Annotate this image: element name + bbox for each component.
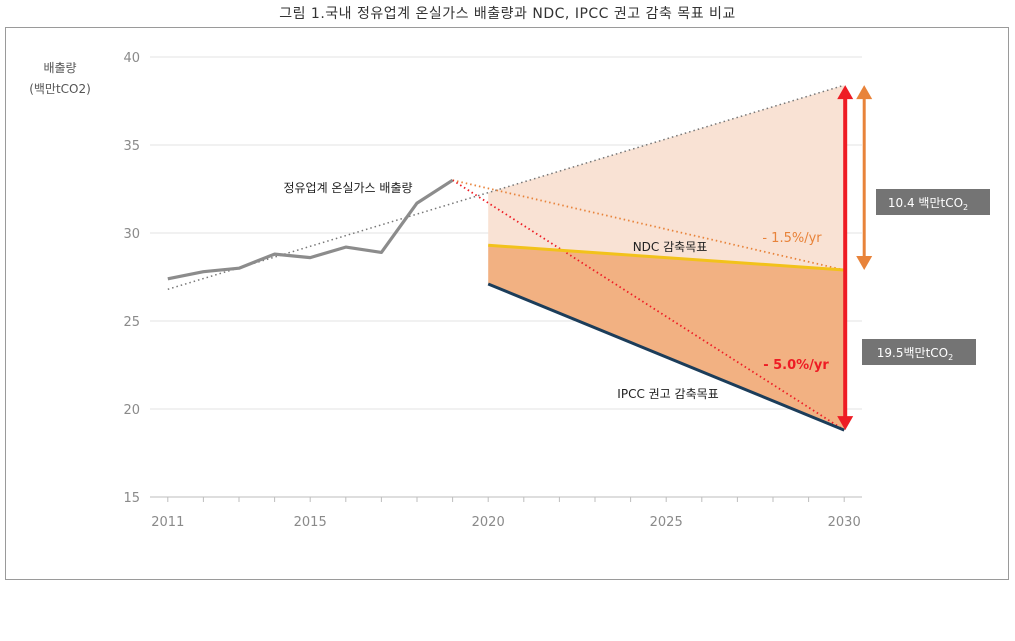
figure-title: 그림 1.국내 정유업계 온실가스 배출량과 NDC, IPCC 권고 감축 목… [279, 6, 736, 22]
y-tick-label: 30 [123, 227, 140, 242]
rate-label-ipcc: - 5.0%/yr [763, 358, 829, 373]
chart-frame [5, 27, 1009, 580]
fill-area-ndc-ipcc [488, 245, 845, 431]
x-tick-label: 2030 [828, 515, 861, 530]
projection-line-ipcc [452, 179, 845, 431]
gap-label-ndc: 10.4 백만tCO2 [888, 196, 968, 212]
gap-arrowhead-ndc-bottom [856, 255, 873, 270]
y-tick-label: 20 [123, 403, 140, 418]
fill-area-trend-ndc [488, 85, 845, 270]
y-tick-label: 25 [123, 315, 140, 330]
rate-label-ndc: - 1.5%/yr [762, 231, 822, 246]
series-line-ndc [488, 243, 845, 272]
gap-arrowhead-ipcc-bottom [837, 416, 854, 431]
gap-arrowhead-ipcc-top [837, 85, 854, 100]
x-tick-label: 2015 [294, 515, 327, 530]
x-tick-label: 2025 [650, 515, 683, 530]
gap-box-ndc [876, 189, 990, 215]
series-label-ndc: NDC 감축목표 [633, 240, 708, 254]
gap-arrowhead-ndc-top [856, 85, 873, 100]
series-label-ipcc: IPCC 권고 감축목표 [617, 387, 718, 401]
x-tick-label: 2011 [151, 515, 184, 530]
series-line-emission [167, 178, 454, 281]
y-axis-label: 배출량 [43, 61, 76, 75]
y-tick-label: 15 [123, 491, 140, 506]
x-tick-label: 2020 [472, 515, 505, 530]
y-axis-unit: (백만tCO2) [29, 82, 91, 96]
gap-box-ipcc [862, 339, 976, 365]
series-label-emission: 정유업계 온실가스 배출량 [283, 181, 412, 195]
gap-label-ipcc: 19.5백만tCO2 [877, 346, 953, 362]
y-tick-label: 40 [123, 51, 140, 66]
series-line-ipcc [487, 282, 845, 432]
y-tick-label: 35 [123, 139, 140, 154]
